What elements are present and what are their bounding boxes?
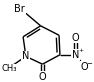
Text: O: O (81, 62, 89, 72)
Text: Br: Br (14, 4, 25, 14)
Text: O: O (72, 33, 79, 43)
Text: N: N (22, 51, 30, 61)
Text: CH₃: CH₃ (2, 64, 17, 73)
Text: +: + (78, 48, 83, 53)
Text: −: − (86, 61, 92, 67)
Text: N: N (72, 50, 79, 60)
Text: O: O (39, 72, 46, 82)
